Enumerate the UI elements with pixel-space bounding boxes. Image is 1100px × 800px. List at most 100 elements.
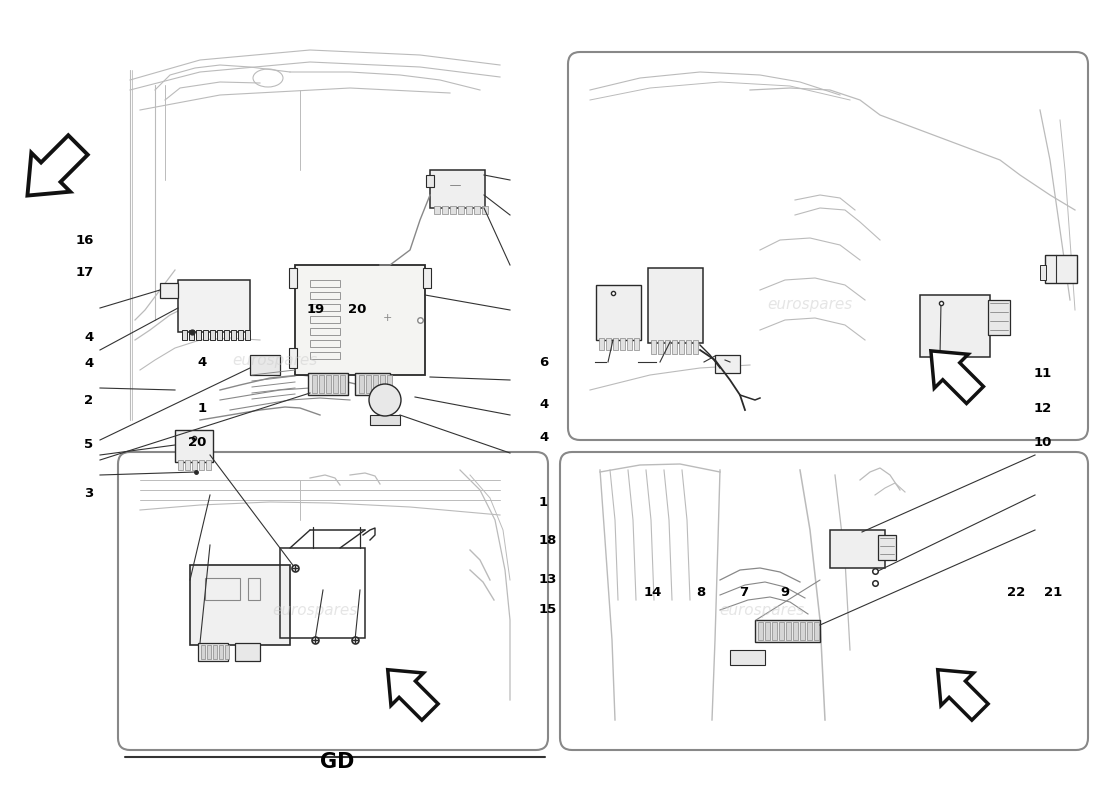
Bar <box>648 268 703 343</box>
Bar <box>366 375 371 393</box>
Polygon shape <box>387 670 438 720</box>
Bar <box>310 316 340 323</box>
Bar <box>613 338 618 350</box>
Text: 4: 4 <box>85 357 94 370</box>
Text: eurospares: eurospares <box>273 602 358 618</box>
Text: 10: 10 <box>1034 436 1053 449</box>
Text: 15: 15 <box>539 603 558 616</box>
Bar <box>235 643 260 661</box>
Bar <box>310 352 340 359</box>
Text: 8: 8 <box>696 586 705 598</box>
Bar <box>434 206 440 214</box>
Bar <box>442 206 448 214</box>
Text: 4: 4 <box>85 331 94 344</box>
Bar <box>1045 255 1077 283</box>
Bar <box>333 375 338 393</box>
FancyBboxPatch shape <box>118 452 548 750</box>
Bar <box>310 304 340 311</box>
Bar <box>238 330 243 340</box>
Bar <box>679 340 684 354</box>
Bar <box>814 622 820 640</box>
Bar <box>310 328 340 335</box>
Bar <box>606 338 610 350</box>
Bar <box>466 206 472 214</box>
Bar <box>295 265 425 375</box>
Bar <box>458 206 464 214</box>
Bar <box>387 375 392 393</box>
Bar <box>370 415 400 425</box>
Bar <box>379 375 385 393</box>
Text: 5: 5 <box>85 438 94 450</box>
Bar <box>355 373 390 395</box>
Bar <box>730 650 764 665</box>
Text: 21: 21 <box>1044 586 1061 598</box>
Bar <box>786 622 791 640</box>
Bar <box>312 375 317 393</box>
Bar <box>793 622 798 640</box>
Bar <box>764 622 770 640</box>
Bar <box>672 340 676 354</box>
FancyBboxPatch shape <box>568 52 1088 440</box>
Bar <box>600 338 604 350</box>
Text: 16: 16 <box>75 234 94 246</box>
Bar <box>226 645 229 659</box>
Bar <box>658 340 663 354</box>
Bar <box>878 535 896 560</box>
Bar <box>205 578 240 600</box>
Bar <box>250 355 280 375</box>
FancyBboxPatch shape <box>560 452 1088 750</box>
Bar <box>988 300 1010 335</box>
Circle shape <box>368 384 402 416</box>
Text: 7: 7 <box>739 586 748 598</box>
Text: 13: 13 <box>539 573 558 586</box>
Bar <box>175 430 213 462</box>
Text: 9: 9 <box>781 586 790 598</box>
Bar <box>196 330 201 340</box>
Bar <box>807 622 812 640</box>
Bar <box>210 330 214 340</box>
Bar <box>231 330 236 340</box>
Bar <box>213 645 217 659</box>
Bar <box>289 348 297 368</box>
Text: 11: 11 <box>1034 367 1053 380</box>
Bar <box>308 373 348 395</box>
Bar <box>359 375 364 393</box>
Bar <box>686 340 691 354</box>
Polygon shape <box>937 670 988 720</box>
Bar <box>190 565 290 645</box>
Text: 12: 12 <box>1034 402 1053 414</box>
Bar <box>450 206 456 214</box>
Bar <box>204 330 208 340</box>
Text: +: + <box>383 313 392 323</box>
Bar <box>373 375 378 393</box>
Polygon shape <box>931 351 983 403</box>
Bar <box>199 460 204 470</box>
Bar <box>217 330 222 340</box>
Text: eurospares: eurospares <box>768 298 852 313</box>
Text: GD: GD <box>320 752 354 772</box>
Bar <box>634 338 639 350</box>
Bar <box>182 330 187 340</box>
Bar <box>289 268 297 288</box>
Text: 20: 20 <box>188 436 207 449</box>
Text: 19: 19 <box>306 303 324 316</box>
Bar <box>430 170 485 208</box>
Bar <box>651 340 656 354</box>
Bar <box>245 330 250 340</box>
Bar <box>1040 265 1046 280</box>
Bar <box>920 295 990 357</box>
Text: 14: 14 <box>644 586 661 598</box>
Text: 6: 6 <box>539 356 548 369</box>
Bar <box>178 460 183 470</box>
Text: 1: 1 <box>539 496 548 509</box>
Bar <box>424 268 431 288</box>
Bar <box>596 285 641 340</box>
Bar <box>185 460 190 470</box>
Bar <box>772 622 777 640</box>
Bar <box>800 622 805 640</box>
Text: 17: 17 <box>75 266 94 278</box>
Text: 4: 4 <box>198 356 207 369</box>
Bar <box>326 375 331 393</box>
Bar <box>627 338 632 350</box>
Text: 1: 1 <box>198 402 207 414</box>
